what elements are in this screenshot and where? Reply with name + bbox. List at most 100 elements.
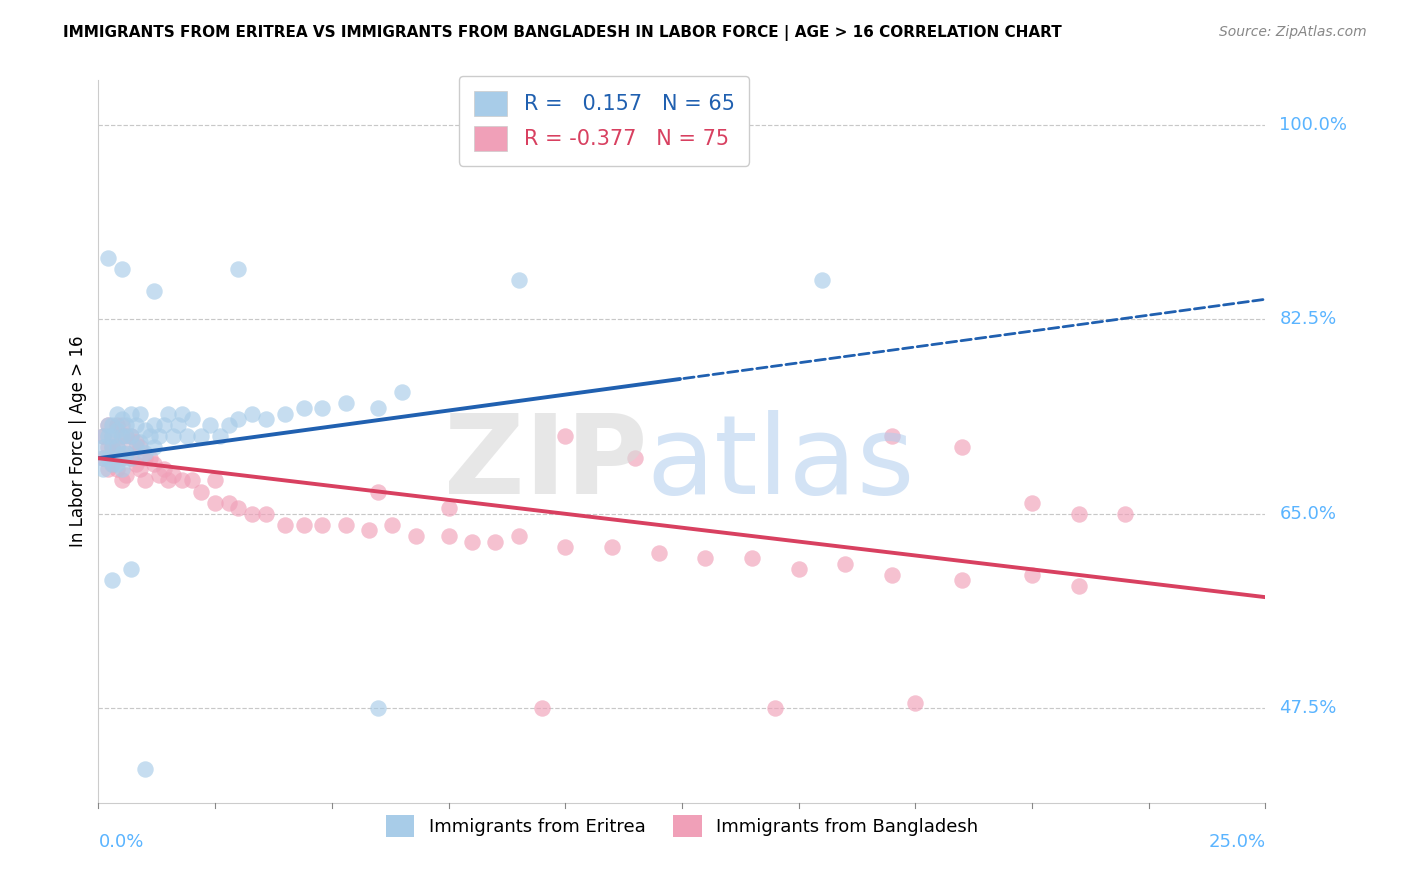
Point bbox=[834, 557, 856, 571]
Point bbox=[1021, 496, 1043, 510]
Point bbox=[256, 507, 278, 521]
Point bbox=[101, 429, 124, 443]
Point bbox=[647, 546, 669, 560]
Point bbox=[111, 417, 134, 432]
Point bbox=[134, 451, 156, 466]
Point bbox=[1114, 507, 1136, 521]
Point bbox=[624, 451, 647, 466]
Point bbox=[97, 251, 120, 265]
Point bbox=[190, 484, 212, 499]
Point bbox=[120, 429, 142, 443]
Point bbox=[311, 517, 333, 532]
Point bbox=[228, 501, 250, 516]
Point bbox=[120, 407, 142, 421]
Point bbox=[152, 462, 174, 476]
Point bbox=[97, 462, 120, 476]
Point bbox=[91, 451, 114, 466]
Point bbox=[101, 417, 124, 432]
Point bbox=[811, 273, 834, 287]
Point bbox=[152, 417, 174, 432]
Point bbox=[787, 562, 810, 576]
Point bbox=[111, 451, 134, 466]
Point bbox=[508, 273, 530, 287]
Point bbox=[148, 467, 170, 482]
Point bbox=[274, 407, 297, 421]
Point bbox=[166, 417, 188, 432]
Text: 0.0%: 0.0% bbox=[98, 833, 143, 851]
Point bbox=[367, 701, 389, 715]
Point bbox=[91, 440, 114, 454]
Point bbox=[437, 529, 460, 543]
Point bbox=[256, 412, 278, 426]
Point bbox=[91, 462, 114, 476]
Text: 65.0%: 65.0% bbox=[1279, 505, 1336, 523]
Y-axis label: In Labor Force | Age > 16: In Labor Force | Age > 16 bbox=[69, 335, 87, 548]
Point bbox=[695, 551, 717, 566]
Point bbox=[180, 412, 202, 426]
Point bbox=[105, 440, 128, 454]
Legend: Immigrants from Eritrea, Immigrants from Bangladesh: Immigrants from Eritrea, Immigrants from… bbox=[378, 808, 986, 845]
Point bbox=[200, 417, 222, 432]
Point bbox=[367, 484, 389, 499]
Point bbox=[157, 474, 180, 488]
Point bbox=[115, 429, 138, 443]
Point bbox=[292, 517, 315, 532]
Point bbox=[228, 262, 250, 277]
Point bbox=[242, 507, 264, 521]
Point bbox=[554, 540, 576, 554]
Point bbox=[105, 407, 128, 421]
Point bbox=[125, 434, 148, 449]
Point bbox=[97, 417, 120, 432]
Point bbox=[335, 517, 357, 532]
Point bbox=[134, 424, 156, 438]
Text: 25.0%: 25.0% bbox=[1208, 833, 1265, 851]
Point bbox=[143, 417, 166, 432]
Point bbox=[97, 451, 120, 466]
Point bbox=[115, 445, 138, 459]
Point bbox=[101, 440, 124, 454]
Point bbox=[176, 429, 198, 443]
Point bbox=[172, 407, 194, 421]
Point bbox=[391, 384, 413, 399]
Point bbox=[111, 429, 134, 443]
Point bbox=[335, 395, 357, 409]
Point bbox=[111, 262, 134, 277]
Point bbox=[115, 467, 138, 482]
Point bbox=[101, 457, 124, 471]
Point bbox=[111, 429, 134, 443]
Point bbox=[105, 440, 128, 454]
Point bbox=[129, 440, 152, 454]
Text: Source: ZipAtlas.com: Source: ZipAtlas.com bbox=[1219, 25, 1367, 39]
Point bbox=[157, 407, 180, 421]
Point bbox=[143, 440, 166, 454]
Point bbox=[125, 417, 148, 432]
Point bbox=[904, 696, 927, 710]
Point bbox=[218, 496, 240, 510]
Point bbox=[115, 429, 138, 443]
Point bbox=[741, 551, 763, 566]
Point bbox=[437, 501, 460, 516]
Point bbox=[97, 429, 120, 443]
Point bbox=[600, 540, 623, 554]
Point bbox=[367, 401, 389, 416]
Point bbox=[311, 401, 333, 416]
Point bbox=[105, 417, 128, 432]
Point bbox=[91, 429, 114, 443]
Point bbox=[208, 429, 231, 443]
Point bbox=[129, 434, 152, 449]
Text: atlas: atlas bbox=[647, 409, 915, 516]
Point bbox=[292, 401, 315, 416]
Text: 47.5%: 47.5% bbox=[1279, 699, 1337, 717]
Point bbox=[91, 429, 114, 443]
Point bbox=[405, 529, 427, 543]
Point bbox=[139, 451, 162, 466]
Point bbox=[763, 701, 786, 715]
Point bbox=[461, 534, 484, 549]
Point bbox=[101, 457, 124, 471]
Point bbox=[880, 568, 903, 582]
Point bbox=[134, 763, 156, 777]
Text: IMMIGRANTS FROM ERITREA VS IMMIGRANTS FROM BANGLADESH IN LABOR FORCE | AGE > 16 : IMMIGRANTS FROM ERITREA VS IMMIGRANTS FR… bbox=[63, 25, 1062, 41]
Point bbox=[111, 474, 134, 488]
Point bbox=[97, 440, 120, 454]
Point bbox=[91, 451, 114, 466]
